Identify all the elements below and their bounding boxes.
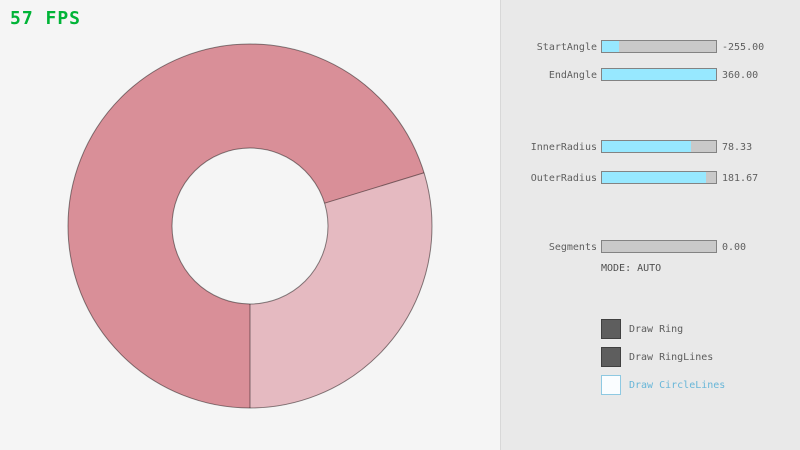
slider-endangle-fill: [602, 69, 716, 80]
checkbox-draw-ring[interactable]: [601, 319, 621, 339]
checkbox-label-draw-ringlines: Draw RingLines: [629, 352, 714, 363]
checkbox-draw-circlelines[interactable]: [601, 375, 621, 395]
fps-counter: 57 FPS: [10, 8, 82, 29]
slider-row-innerradius: InnerRadius 78.33: [501, 140, 800, 154]
slider-endangle[interactable]: [601, 68, 717, 81]
slider-value-outerradius: 181.67: [722, 173, 759, 184]
checkbox-row-draw-ringlines: Draw RingLines: [501, 347, 800, 367]
slider-innerradius-fill: [602, 141, 692, 152]
ring-canvas: [67, 43, 433, 409]
slider-label-segments: Segments: [548, 242, 597, 253]
slider-value-innerradius: 78.33: [722, 142, 753, 153]
slider-startangle[interactable]: [601, 40, 717, 53]
slider-row-outerradius: OuterRadius 181.67: [501, 171, 800, 185]
slider-label-endangle: EndAngle: [548, 70, 597, 81]
slider-value-startangle: -255.00: [722, 42, 765, 53]
slider-value-segments: 0.00: [722, 242, 747, 253]
slider-startangle-fill: [602, 41, 620, 52]
slider-row-startangle: StartAngle -255.00: [501, 40, 800, 54]
checkbox-label-draw-ring: Draw Ring: [629, 324, 684, 335]
slider-label-startangle: StartAngle: [536, 42, 597, 53]
controls-panel: StartAngle -255.00 EndAngle 360.00 Inner…: [500, 0, 800, 450]
checkbox-label-draw-circlelines: Draw CircleLines: [629, 380, 726, 391]
slider-innerradius[interactable]: [601, 140, 717, 153]
slider-outerradius-fill: [602, 172, 706, 183]
checkbox-draw-ringlines[interactable]: [601, 347, 621, 367]
slider-label-innerradius: InnerRadius: [530, 142, 597, 153]
checkbox-row-draw-ring: Draw Ring: [501, 319, 800, 339]
mode-text: MODE: AUTO: [601, 263, 662, 274]
slider-row-segments: Segments 0.00: [501, 240, 800, 254]
slider-outerradius[interactable]: [601, 171, 717, 184]
slider-row-endangle: EndAngle 360.00: [501, 68, 800, 82]
checkbox-row-draw-circlelines: Draw CircleLines: [501, 375, 800, 395]
slider-value-endangle: 360.00: [722, 70, 759, 81]
slider-label-outerradius: OuterRadius: [530, 173, 597, 184]
slider-segments[interactable]: [601, 240, 717, 253]
